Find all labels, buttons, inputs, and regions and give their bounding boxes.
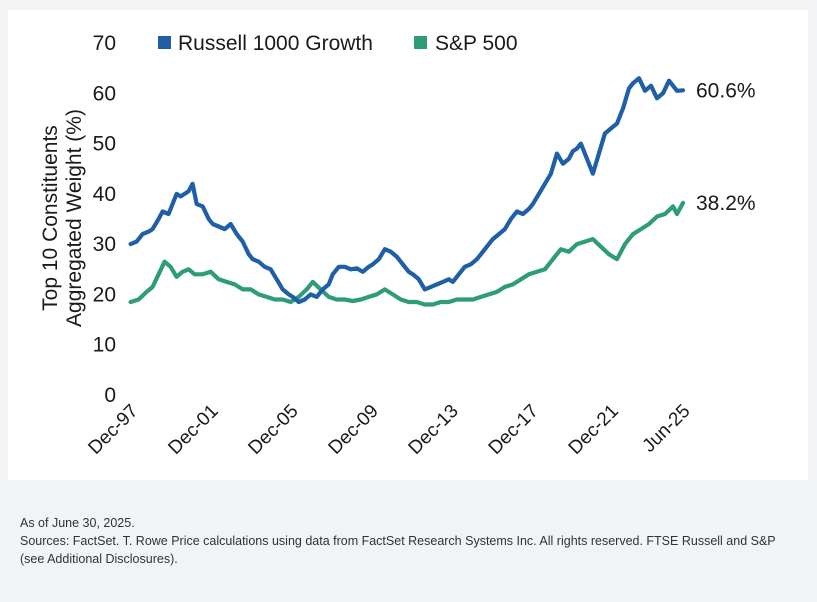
end-value-label: 38.2% (696, 192, 756, 215)
as-of-note: As of June 30, 2025. (20, 516, 135, 530)
line-chart: Top 10 Constituents Aggregated Weight (%)… (39, 32, 756, 459)
x-tick-label: Jun-25 (639, 401, 695, 457)
y-axis-title: Top 10 Constituents Aggregated Weight (%) (39, 109, 86, 327)
y-tick-label: 60 (93, 82, 116, 105)
y-axis-ticks: 0 10 20 30 40 50 60 70 (93, 32, 116, 407)
y-tick-label: 0 (104, 384, 116, 407)
series-line-russell-1000-growth (128, 76, 686, 305)
x-tick-label: Dec-21 (565, 401, 623, 459)
legend: Russell 1000 Growth S&P 500 (158, 32, 518, 55)
end-labels: 60.6% 38.2% (696, 79, 756, 215)
sources-note: Sources: FactSet. T. Rowe Price calculat… (20, 534, 776, 566)
chart-card: Top 10 Constituents Aggregated Weight (%)… (8, 10, 808, 480)
end-value-label: 60.6% (696, 79, 756, 102)
x-tick-label: Dec-17 (485, 401, 543, 459)
y-tick-label: 40 (93, 183, 116, 206)
legend-label: S&P 500 (435, 32, 518, 55)
y-tick-label: 10 (93, 334, 116, 357)
chart-notes: As of June 30, 2025. Sources: FactSet. T… (20, 514, 790, 568)
x-tick-label: Dec-01 (164, 401, 222, 459)
y-tick-label: 20 (93, 283, 116, 306)
legend-swatch (158, 36, 171, 49)
y-tick-label: 70 (93, 32, 116, 55)
y-axis-title-line: Top 10 Constituents (39, 125, 62, 311)
series-lines (128, 76, 686, 307)
x-tick-label: Dec-09 (325, 401, 383, 459)
y-axis-title-line: Aggregated Weight (%) (63, 109, 86, 327)
series-line-sp-500 (128, 200, 686, 307)
x-tick-label: Dec-13 (405, 401, 463, 459)
x-tick-label: Dec-05 (244, 401, 302, 459)
x-tick-label: Dec-97 (84, 401, 142, 459)
y-tick-label: 50 (93, 133, 116, 156)
legend-label: Russell 1000 Growth (178, 32, 373, 55)
x-axis-ticks: Dec-97 Dec-01 Dec-05 Dec-09 Dec-13 Dec-17 Dec-… (84, 401, 694, 459)
legend-swatch (414, 36, 427, 49)
y-tick-label: 30 (93, 233, 116, 256)
